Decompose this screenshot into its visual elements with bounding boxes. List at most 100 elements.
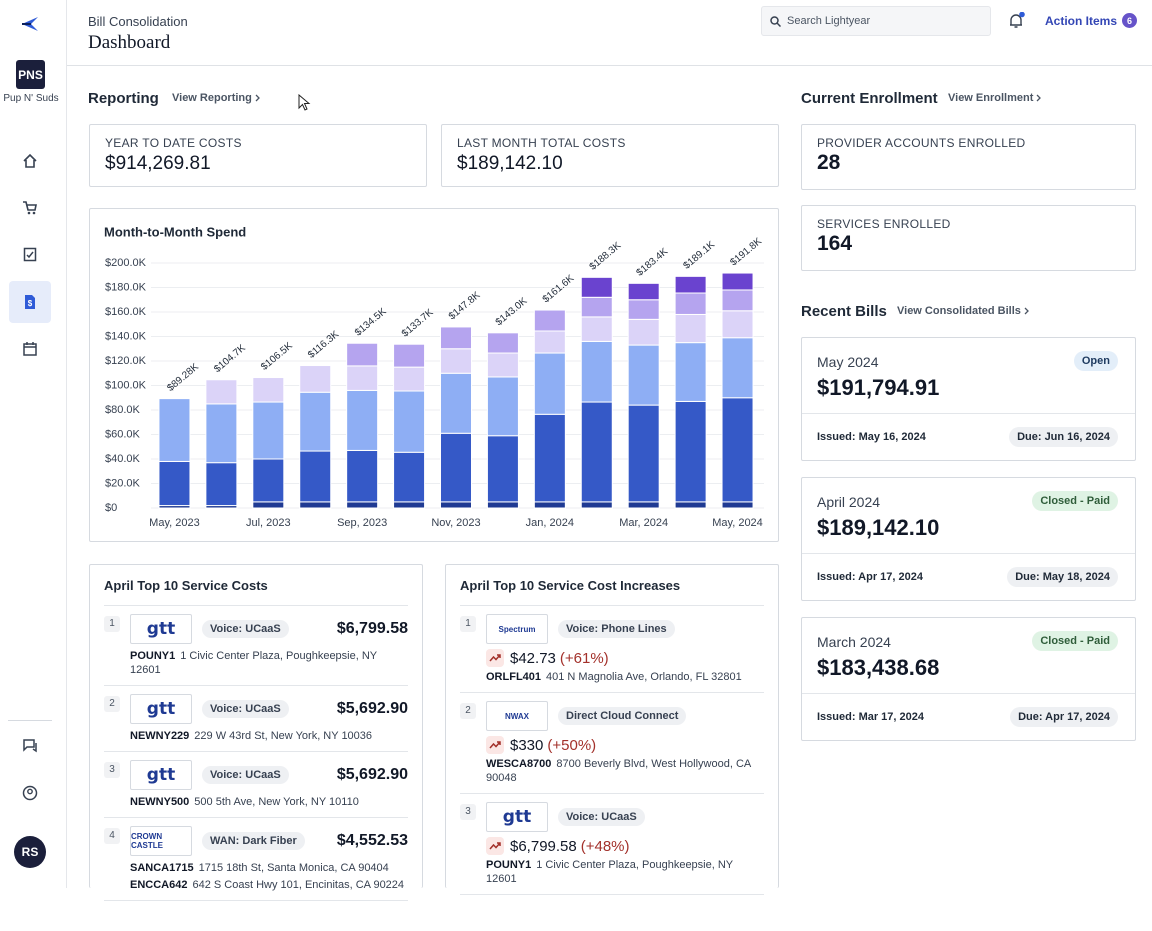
bar-segment	[205, 403, 238, 464]
amount: $5,692.90	[336, 766, 408, 783]
total-label: $188.3K	[588, 240, 624, 273]
view-enrollment-link[interactable]: View Enrollment	[948, 92, 1042, 104]
account-address: 401 N Magnolia Ave, Orlando, FL 32801	[546, 671, 742, 683]
row-head: gtt Voice: UCaaS $5,692.90	[130, 758, 408, 792]
account-address: 1 Civic Center Plaza, Poughkeepsie, NY 1…	[486, 859, 733, 885]
stat-label: PROVIDER ACCOUNTS ENROLLED	[817, 136, 1026, 150]
service-pill: Voice: UCaaS	[202, 766, 289, 784]
bar-segment	[721, 289, 754, 312]
nav-bills[interactable]: $	[9, 281, 51, 323]
bar-segment	[486, 332, 519, 354]
bar-segment	[299, 450, 332, 503]
bar-segment	[627, 299, 660, 320]
bar-segment	[580, 401, 613, 503]
total-label: $147.8K	[447, 290, 483, 323]
stat-value: $189,142.10	[457, 153, 563, 174]
service-pill: WAN: Dark Fiber	[202, 832, 305, 850]
rank: 1	[460, 616, 476, 632]
divider	[802, 553, 1135, 554]
enrollment-card: SERVICES ENROLLED 164	[801, 205, 1136, 271]
bar-segment	[440, 326, 472, 350]
row-head: Spectrum Voice: Phone Lines	[486, 612, 764, 646]
view-reporting-link[interactable]: View Reporting	[172, 92, 261, 104]
nav-cart[interactable]	[9, 187, 51, 229]
bill-card[interactable]: March 2024 Closed - Paid $183,438.68 Issued…	[801, 617, 1136, 741]
issued-date: Issued: May 16, 2024	[817, 431, 926, 443]
account: POUNY1 1 Civic Center Plaza, Poughkeepsie…	[486, 858, 764, 886]
section-title: Current Enrollment	[801, 90, 938, 107]
account-id: NEWNY229	[130, 730, 190, 742]
bar-segment	[346, 365, 379, 391]
action-items[interactable]: Action Items 6	[1045, 13, 1138, 28]
nav-home[interactable]	[9, 140, 51, 182]
amount: $330	[510, 736, 544, 754]
nav-account[interactable]	[9, 772, 51, 814]
list-row: 1 Spectrum Voice: Phone Lines $42.73 (+61%) O…	[460, 605, 764, 692]
bill-amount: $183,438.68	[817, 655, 940, 680]
vendor-logo: CROWN CASTLE	[130, 826, 192, 856]
increase: $42.73 (+61%)	[486, 649, 764, 667]
y-tick-label: $140.0K	[105, 330, 147, 342]
total-label: $104.7K	[212, 342, 248, 375]
account: POUNY1 1 Civic Center Plaza, Poughkeepsie…	[130, 649, 408, 677]
total-label: $116.3K	[306, 329, 341, 361]
notifications[interactable]	[1007, 12, 1025, 30]
change: (+48%)	[580, 837, 630, 855]
bill-month: May 2024	[817, 354, 879, 370]
nav-calendar[interactable]	[9, 328, 51, 370]
bar-segment	[674, 342, 707, 402]
total-label: $189.1K	[681, 239, 717, 272]
bill-card[interactable]: May 2024 Open $191,794.91 Issued: May 16, 2…	[801, 337, 1136, 461]
list-row: 1 gtt Voice: UCaaS $6,799.58 POUNY1 1 Civic C…	[104, 605, 408, 685]
vendor-logo: Spectrum	[486, 614, 548, 644]
bill-card[interactable]: April 2024 Closed - Paid $189,142.10 Issued…	[801, 477, 1136, 601]
due-date: Due: May 18, 2024	[1007, 567, 1118, 587]
bar-segment	[486, 501, 519, 509]
issued-date: Issued: Mar 17, 2024	[817, 711, 925, 723]
user-avatar[interactable]: RS	[14, 836, 46, 868]
divider	[802, 413, 1135, 414]
section-title: Recent Bills	[801, 303, 887, 320]
due-date: Due: Jun 16, 2024	[1009, 427, 1118, 447]
bar-segment	[158, 398, 191, 462]
change: (+61%)	[559, 649, 609, 667]
bar-segment	[674, 292, 707, 315]
nav-messages[interactable]	[9, 725, 51, 767]
account: ORLFL401 401 N Magnolia Ave, Orlando, FL …	[486, 670, 764, 684]
status-badge: Closed - Paid	[1032, 491, 1118, 511]
account-id: WESCA8700	[486, 758, 552, 770]
breadcrumb: Bill Consolidation	[88, 14, 188, 29]
search-placeholder: Search Lightyear	[787, 15, 871, 27]
bar-segment	[721, 272, 754, 291]
bar-segment	[440, 432, 472, 503]
account: WESCA8700 8700 Beverly Blvd, West Hollywo…	[486, 757, 764, 785]
bar-segment	[205, 379, 238, 405]
page-body: PNS Pup N' Suds $ RS Bill Consolidation …	[3, 0, 1152, 901]
bar-segment	[299, 365, 332, 393]
bar-segment	[721, 501, 754, 509]
search-box[interactable]: Search Lightyear	[761, 6, 991, 36]
row-head: NWAX Direct Cloud Connect	[486, 699, 764, 733]
bar-segment	[674, 400, 707, 503]
action-items-count: 6	[1122, 13, 1138, 28]
nav-tasks[interactable]	[9, 233, 51, 275]
view-bills-link[interactable]: View Consolidated Bills	[897, 305, 1030, 317]
top-costs-list: 1 gtt Voice: UCaaS $6,799.58 POUNY1 1 Civic C…	[104, 605, 408, 931]
bar-segment	[674, 275, 707, 294]
app-logo[interactable]	[20, 14, 40, 34]
due-date: Due: Apr 17, 2024	[1010, 707, 1118, 727]
stat-label: YEAR TO DATE COSTS	[105, 136, 242, 150]
amount: $5,692.90	[336, 700, 408, 717]
account-id: NEWNY500	[130, 796, 190, 808]
vendor-logo: gtt	[130, 760, 192, 790]
list-row: 2 gtt Voice: UCaaS $5,692.90 NEWNY229 229 W 4…	[104, 685, 408, 751]
account-id: POUNY1	[486, 859, 532, 871]
account-address: 229 W 43rd St, New York, NY 10036	[194, 730, 373, 742]
row-head: CROWN CASTLE WAN: Dark Fiber $4,552.53	[130, 824, 408, 858]
bar-segment	[346, 342, 379, 367]
rank: 4	[104, 828, 120, 844]
status-badge: Closed - Paid	[1032, 631, 1118, 651]
y-tick-label: $80.0K	[105, 404, 141, 416]
list-row: 2 NWAX Direct Cloud Connect $330 (+50%) WESCA…	[460, 692, 764, 793]
card-title: April Top 10 Service Cost Increases	[460, 578, 681, 593]
